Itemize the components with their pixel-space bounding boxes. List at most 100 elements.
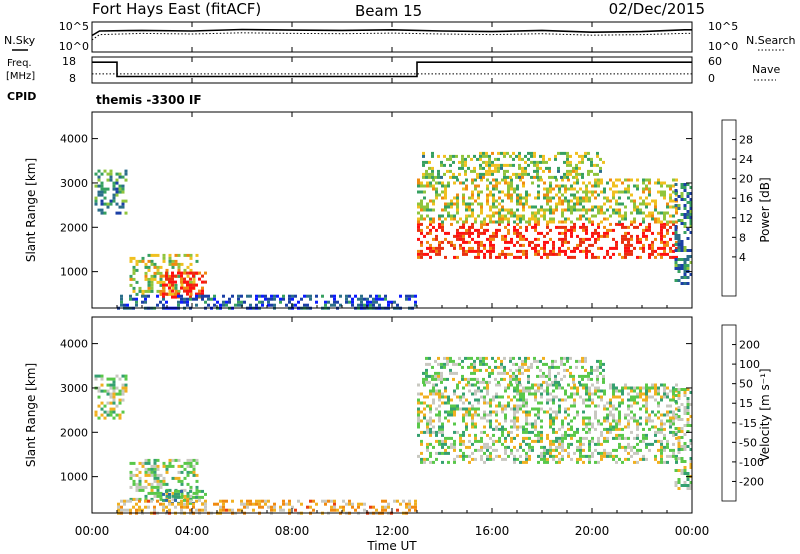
heatmap-cell [582, 205, 585, 209]
heatmap-cell [683, 213, 687, 216]
heatmap-cell [156, 464, 160, 468]
heatmap-cell [468, 460, 471, 464]
heatmap-cell [531, 392, 534, 396]
heatmap-cell [515, 172, 518, 176]
heatmap-cell [446, 377, 449, 381]
heatmap-cell [417, 425, 420, 429]
heatmap-cell [156, 499, 159, 503]
heatmap-cell [138, 508, 141, 512]
heatmap-cell [456, 237, 459, 241]
heatmap-cell [654, 386, 657, 390]
heatmap-cell [567, 255, 570, 259]
heatmap-cell [495, 184, 498, 188]
heatmap-cell [452, 172, 455, 176]
heatmap-cell [612, 184, 615, 188]
heatmap-cell [651, 425, 654, 429]
heatmap-cell [689, 225, 693, 228]
heatmap-cell [683, 276, 687, 279]
heatmap-cell [552, 252, 555, 256]
heatmap-cell [438, 404, 441, 408]
heatmap-cell [474, 178, 477, 182]
heatmap-cell [569, 154, 572, 158]
heatmap-cell [180, 508, 183, 512]
heatmap-cell [686, 237, 690, 240]
heatmap-cell [630, 389, 633, 393]
heatmap-cell [150, 491, 154, 495]
heatmap-cell [683, 448, 687, 451]
heatmap-cell [657, 211, 660, 215]
heatmap-cell [525, 389, 528, 393]
heatmap-cell [672, 199, 675, 203]
heatmap-cell [660, 439, 663, 443]
heatmap-cell [492, 439, 495, 443]
heatmap-cell [498, 427, 501, 431]
heatmap-cell [501, 430, 504, 434]
heatmap-cell [189, 277, 192, 281]
heatmap-cell [192, 495, 195, 499]
heatmap-cell [417, 433, 420, 437]
heatmap-cell [630, 199, 633, 203]
heatmap-cell [651, 199, 654, 203]
heatmap-cell [297, 300, 300, 304]
heatmap-cell [645, 404, 648, 408]
heatmap-cell [417, 392, 420, 396]
heatmap-cell [609, 255, 612, 259]
ytick-label: 2000 [60, 426, 88, 439]
heatmap-cell [186, 502, 189, 506]
heatmap-cell [554, 157, 557, 161]
heatmap-cell [285, 303, 288, 307]
heatmap-cell [97, 386, 101, 390]
heatmap-cell [189, 268, 193, 272]
heatmap-cell [561, 419, 564, 423]
heatmap-cell [683, 460, 687, 463]
heatmap-cell [581, 157, 584, 161]
heatmap-cell [462, 386, 465, 390]
heatmap-cell [509, 154, 512, 158]
heatmap-cell [549, 205, 552, 209]
heatmap-cell [588, 181, 591, 185]
heatmap-cell [489, 255, 492, 259]
heatmap-cell [600, 389, 603, 393]
heatmap-cell [174, 259, 178, 263]
heatmap-cell [558, 386, 561, 390]
heatmap-cell [569, 374, 572, 378]
heatmap-cell [479, 163, 482, 167]
heatmap-cell [198, 277, 201, 281]
heatmap-cell [570, 228, 573, 232]
heatmap-cell [576, 178, 579, 182]
heatmap-cell [435, 392, 438, 396]
heatmap-cell [441, 427, 444, 431]
heatmap-cell [615, 222, 618, 226]
heatmap-cell [498, 439, 501, 443]
heatmap-cell [453, 445, 456, 449]
heatmap-cell [498, 208, 501, 212]
heatmap-cell [240, 294, 243, 298]
heatmap-cell [443, 365, 446, 369]
heatmap-cell [621, 460, 624, 464]
heatmap-cell [267, 505, 270, 509]
heatmap-cell [510, 252, 513, 256]
heatmap-cell [470, 356, 473, 360]
heatmap-cell [429, 181, 432, 185]
heatmap-cell [492, 205, 495, 209]
heatmap-cell [507, 184, 510, 188]
heatmap-cell [138, 488, 142, 492]
heatmap-cell [525, 413, 528, 417]
heatmap-cell [570, 427, 573, 431]
heatmap-cell [663, 240, 666, 244]
heatmap-cell [120, 508, 123, 512]
heatmap-cell [624, 243, 627, 247]
heatmap-cell [446, 169, 449, 173]
heatmap-cell [518, 365, 521, 369]
heatmap-cell [180, 505, 183, 509]
heatmap-cell [124, 383, 128, 387]
heatmap-cell [636, 187, 639, 191]
heatmap-cell [306, 294, 309, 298]
heatmap-cell [669, 448, 672, 452]
heatmap-cell [465, 202, 468, 206]
heatmap-cell [171, 292, 175, 296]
heatmap-cell [689, 466, 693, 469]
heatmap-cell [549, 217, 552, 221]
heatmap-cell [654, 425, 657, 429]
heatmap-cell [476, 175, 479, 179]
